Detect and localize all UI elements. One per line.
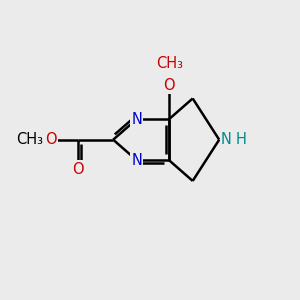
Text: H: H — [236, 132, 246, 147]
Text: CH₃: CH₃ — [156, 56, 183, 70]
Text: O: O — [72, 162, 84, 177]
Text: N: N — [221, 132, 232, 147]
Text: N: N — [131, 153, 142, 168]
Text: CH₃: CH₃ — [16, 132, 43, 147]
Text: N: N — [131, 112, 142, 127]
Text: O: O — [46, 132, 57, 147]
Text: O: O — [163, 78, 175, 93]
